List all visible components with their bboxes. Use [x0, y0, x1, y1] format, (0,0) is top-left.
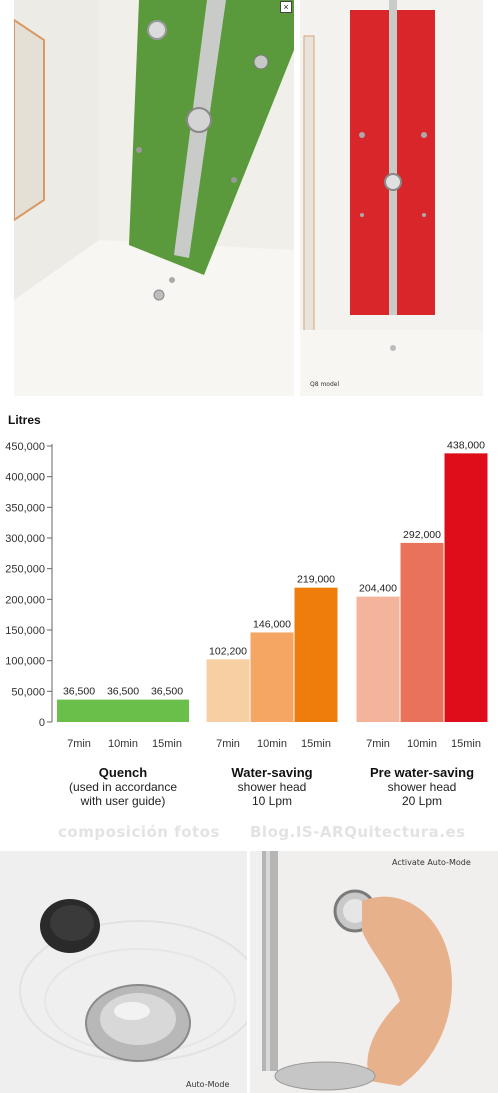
y-tick-label: 400,000: [5, 472, 45, 484]
y-tick-label: 100,000: [5, 656, 45, 668]
bottom-right-caption: Activate Auto-Mode: [392, 858, 471, 867]
x-tick-label: 15min: [301, 738, 331, 750]
y-tick-label: 250,000: [5, 564, 45, 576]
bottom-left-caption: Auto-Mode: [186, 1080, 230, 1089]
watermark-right: Blog.IS-ARQuitectura.es: [250, 823, 466, 841]
bar: [400, 542, 444, 722]
bar: [57, 699, 101, 722]
bar: [250, 632, 294, 722]
data-label: 36,500: [151, 686, 183, 698]
bar: [356, 596, 400, 722]
x-tick-label: 7min: [67, 738, 91, 750]
x-tick-label: 15min: [152, 738, 182, 750]
x-tick-label: 10min: [407, 738, 437, 750]
bar: [294, 587, 338, 722]
drain-photo: Auto-Mode: [0, 851, 247, 1093]
hand-button-illustration: [250, 851, 498, 1093]
data-label: 36,500: [107, 686, 139, 698]
x-tick-label: 10min: [108, 738, 138, 750]
data-label: 146,000: [253, 618, 291, 630]
red-shower-illustration: [300, 0, 483, 396]
watermark-left: composición fotos: [58, 823, 220, 841]
data-label: 438,000: [447, 439, 485, 451]
drain-illustration: [0, 851, 247, 1093]
group-title: Quench: [99, 765, 147, 780]
bar: [145, 699, 189, 722]
activate-button-photo: Activate Auto-Mode: [250, 851, 498, 1093]
group-subtitle: shower head: [388, 780, 457, 794]
data-label: 102,200: [209, 645, 247, 657]
group-title: Water-saving: [231, 765, 312, 780]
water-usage-chart: Litres 0 50,000 100,000 150,000 200,000 250,00…: [5, 413, 488, 808]
data-label: 36,500: [63, 686, 95, 698]
bar: [101, 699, 145, 722]
y-tick-label: 0: [39, 717, 45, 729]
group-title: Pre water-saving: [370, 765, 474, 780]
y-tick-label: 450,000: [5, 441, 45, 453]
group-subtitle: (used in accordance: [69, 780, 177, 794]
bar: [444, 453, 488, 722]
x-tick-label: 7min: [366, 738, 390, 750]
y-tick-label: 50,000: [11, 686, 45, 698]
y-tick-label: 300,000: [5, 533, 45, 545]
bar: [206, 659, 250, 722]
y-axis-label: Litres: [8, 413, 41, 427]
x-tick-label: 15min: [451, 738, 481, 750]
close-icon[interactable]: ×: [280, 1, 292, 13]
green-shower-photo: ×: [14, 0, 294, 396]
data-label: 292,000: [403, 529, 441, 541]
red-shower-photo: Q8 model: [300, 0, 483, 396]
group-subtitle: 20 Lpm: [402, 794, 442, 808]
green-shower-illustration: [14, 0, 294, 396]
group-subtitle: 10 Lpm: [252, 794, 292, 808]
group-subtitle: with user guide): [80, 794, 166, 808]
top-right-caption: Q8 model: [310, 381, 340, 388]
y-tick-label: 150,000: [5, 625, 45, 637]
x-tick-label: 7min: [216, 738, 240, 750]
group-subtitle: shower head: [238, 780, 307, 794]
data-label: 204,400: [359, 583, 397, 595]
x-tick-label: 10min: [257, 738, 287, 750]
data-label: 219,000: [297, 574, 335, 586]
y-tick-label: 350,000: [5, 502, 45, 514]
y-tick-label: 200,000: [5, 594, 45, 606]
